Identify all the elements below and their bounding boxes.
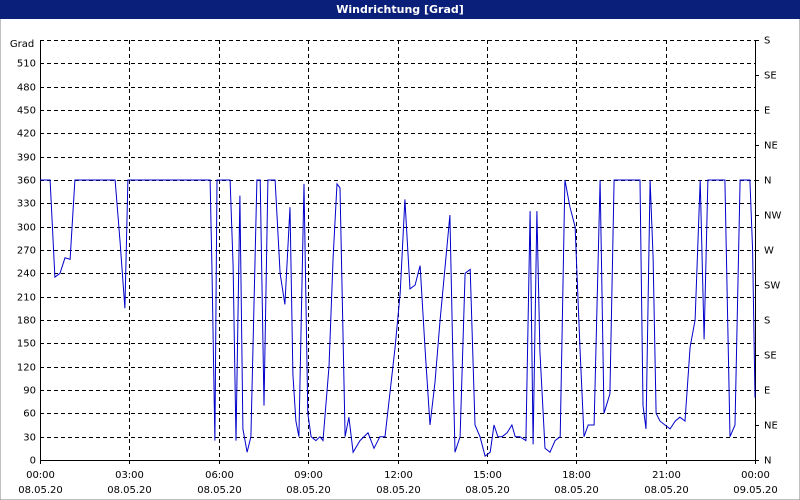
y2-tick-label: NE [764, 421, 778, 432]
y2-tick-label: S [764, 316, 770, 327]
y-tick-label: 120 [17, 363, 36, 374]
y-tick-label: 210 [17, 293, 36, 304]
y-tick-label: 510 [17, 59, 36, 70]
x-tick-label: 06:00 [205, 470, 234, 481]
chart-title: Windrichtung [Grad] [336, 3, 464, 16]
y-tick-label: 450 [17, 106, 36, 117]
x-tick-date: 08.05.20 [554, 485, 599, 496]
y-tick-label: 390 [17, 153, 36, 164]
x-tick-label: 03:00 [115, 470, 144, 481]
y2-tick-label: S [764, 36, 770, 47]
x-tick-label: 09:00 [294, 470, 323, 481]
y2-tick-label: E [764, 106, 770, 117]
y-tick-label: 420 [17, 129, 36, 140]
x-tick-date: 08.05.20 [376, 485, 421, 496]
y-tick-label: 300 [17, 223, 36, 234]
y-axis-label: Grad [10, 39, 34, 50]
x-tick-date: 08.05.20 [18, 485, 63, 496]
y2-tick-label: SW [764, 281, 780, 292]
y-tick-label: 180 [17, 316, 36, 327]
y-tick-label: 240 [17, 269, 36, 280]
x-tick-date: 08.05.20 [644, 485, 689, 496]
data-line [40, 179, 756, 457]
x-tick-date: 08.05.20 [465, 485, 510, 496]
y2-tick-label: NE [764, 141, 778, 152]
x-tick-date: 08.05.20 [286, 485, 331, 496]
y2-tick-label: NW [764, 211, 781, 222]
y-tick-label: 150 [17, 339, 36, 350]
y-tick-label: 480 [17, 83, 36, 94]
y2-tick-label: SE [764, 71, 777, 82]
x-tick-date: 09.05.20 [733, 485, 778, 496]
y2-tick-label: N [764, 456, 771, 467]
y-tick-label: 270 [17, 246, 36, 257]
y2-tick-label: N [764, 176, 771, 187]
y-tick-label: 0 [30, 456, 36, 467]
y2-tick-label: SE [764, 351, 777, 362]
x-tick-date: 08.05.20 [197, 485, 242, 496]
x-tick-label: 18:00 [562, 470, 591, 481]
y-tick-label: 90 [23, 386, 36, 397]
title-bar [0, 0, 800, 19]
y2-tick-label: W [764, 246, 774, 257]
y-tick-label: 330 [17, 199, 36, 210]
y2-tick-label: E [764, 386, 770, 397]
x-tick-label: 12:00 [384, 470, 413, 481]
x-tick-label: 00:00 [741, 470, 770, 481]
x-tick-label: 00:00 [26, 470, 55, 481]
x-tick-date: 08.05.20 [107, 485, 152, 496]
x-tick-label: 15:00 [473, 470, 502, 481]
y-tick-label: 60 [23, 409, 36, 420]
x-tick-label: 21:00 [652, 470, 681, 481]
y-tick-label: 30 [23, 433, 36, 444]
y-tick-label: 360 [17, 176, 36, 187]
